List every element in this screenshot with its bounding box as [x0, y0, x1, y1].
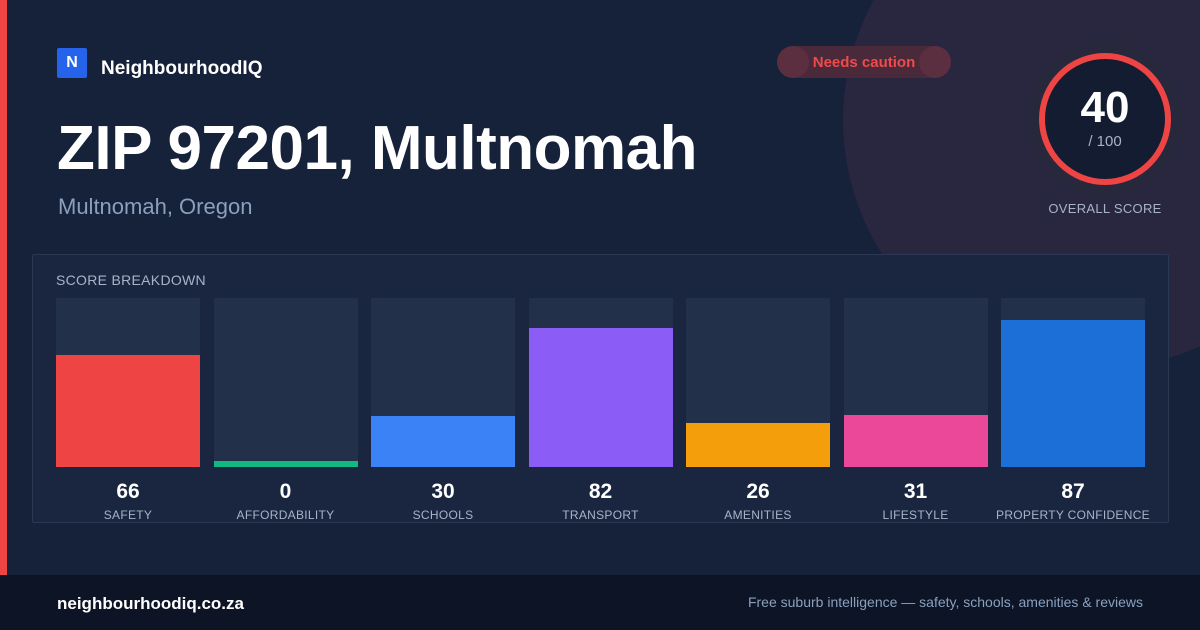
brand-name: NeighbourhoodIQ: [101, 58, 263, 79]
bar-category-label: AMENITIES: [724, 508, 792, 522]
bar-value-label: 82: [588, 480, 613, 503]
page-title: ZIP 97201, Multnomah: [57, 114, 698, 183]
overall-score-ring: [1028, 42, 1182, 196]
overall-score-value: 40: [1080, 83, 1130, 132]
bar-track-0: [56, 298, 200, 467]
status-badge-label: Needs caution: [812, 53, 916, 71]
bar-category-label: PROPERTY CONFIDENCE: [996, 508, 1150, 522]
bar-category-label: LIFESTYLE: [882, 508, 949, 522]
bar-schools: [371, 416, 515, 467]
bar-property-confidence: [1001, 319, 1145, 467]
bar-track-2: [371, 298, 515, 467]
brand-logo-icon: N: [57, 48, 87, 78]
bar-value-label: 30: [431, 480, 455, 503]
bar-affordability: [213, 461, 358, 467]
bar-value-label: 66: [116, 480, 140, 503]
bar-track-1: [213, 298, 358, 467]
bar-value-label: 26: [746, 480, 770, 503]
brand[interactable]: N NeighbourhoodIQ: [57, 46, 262, 80]
bar-category-label: TRANSPORT: [562, 508, 639, 522]
bar-track-6: [1001, 298, 1145, 467]
bar-track-4: [686, 298, 830, 467]
accent-strip: [0, 0, 7, 575]
bar-value-label: 0: [279, 480, 292, 503]
bar-transport: [528, 328, 673, 467]
bar-safety: [56, 355, 200, 467]
bar-amenities: [686, 423, 830, 467]
bar-category-label: AFFORDABILITY: [236, 508, 335, 522]
footer-url[interactable]: neighbourhoodiq.co.za: [57, 594, 244, 613]
bar-value-label: 87: [1061, 480, 1085, 503]
bar-category-label: SAFETY: [103, 508, 153, 522]
footer: [0, 575, 1200, 630]
footer-tagline: Free suburb intelligence — safety, schoo…: [747, 594, 1143, 610]
status-badge: Needs caution: [777, 46, 951, 78]
bar-track-5: [843, 298, 988, 467]
overall-score-label: OVERALL SCORE: [1048, 201, 1162, 216]
score-breakdown-title: SCORE BREAKDOWN: [56, 272, 206, 288]
bar-lifestyle: [843, 414, 988, 467]
location-subtitle: Multnomah, Oregon: [58, 194, 253, 219]
bar-value-label: 31: [903, 480, 928, 503]
bar-category-label: SCHOOLS: [412, 508, 474, 522]
overall-score-max: / 100: [1088, 133, 1122, 150]
bar-track-3: [528, 298, 673, 467]
